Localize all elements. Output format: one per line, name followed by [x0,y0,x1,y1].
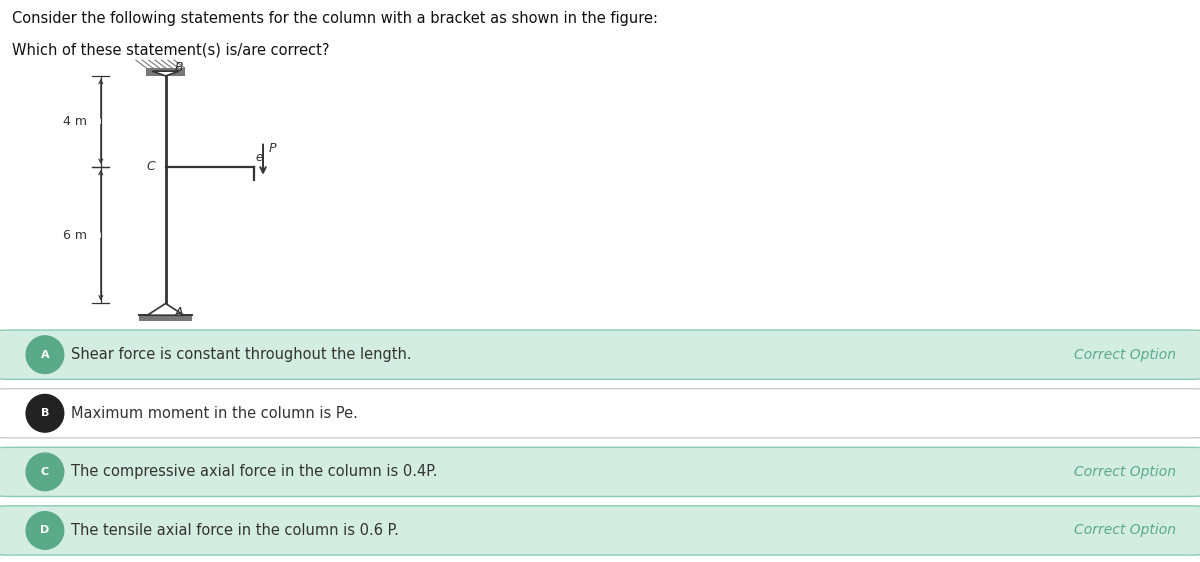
Ellipse shape [26,395,64,432]
Text: C: C [146,160,155,174]
Text: D: D [41,525,49,536]
Text: The compressive axial force in the column is 0.4P.: The compressive axial force in the colum… [71,464,437,479]
Text: Consider the following statements for the column with a bracket as shown in the : Consider the following statements for th… [12,11,658,26]
Text: A: A [41,350,49,360]
Text: A: A [174,306,182,319]
Text: 6 m: 6 m [64,229,88,242]
FancyBboxPatch shape [0,506,1200,555]
Ellipse shape [26,336,64,374]
Text: Correct Option: Correct Option [1074,348,1176,362]
Text: The tensile axial force in the column is 0.6 P.: The tensile axial force in the column is… [71,523,398,538]
Text: e: e [256,151,263,164]
Text: Which of these statement(s) is/are correct?: Which of these statement(s) is/are corre… [12,42,330,57]
Ellipse shape [26,511,64,549]
FancyBboxPatch shape [0,389,1200,438]
Polygon shape [148,303,184,315]
Bar [139,315,192,321]
Polygon shape [152,71,179,76]
Text: B: B [174,61,182,74]
Text: 4 m: 4 m [64,115,88,128]
Bar [146,68,185,76]
FancyBboxPatch shape [0,330,1200,379]
Text: C: C [41,467,49,477]
Text: Correct Option: Correct Option [1074,523,1176,537]
Text: Shear force is constant throughout the length.: Shear force is constant throughout the l… [71,347,412,362]
Text: B: B [41,408,49,418]
Text: Correct Option: Correct Option [1074,465,1176,479]
Text: Maximum moment in the column is Pe.: Maximum moment in the column is Pe. [71,406,358,421]
FancyBboxPatch shape [0,447,1200,496]
Ellipse shape [26,453,64,491]
Text: P: P [269,142,276,155]
